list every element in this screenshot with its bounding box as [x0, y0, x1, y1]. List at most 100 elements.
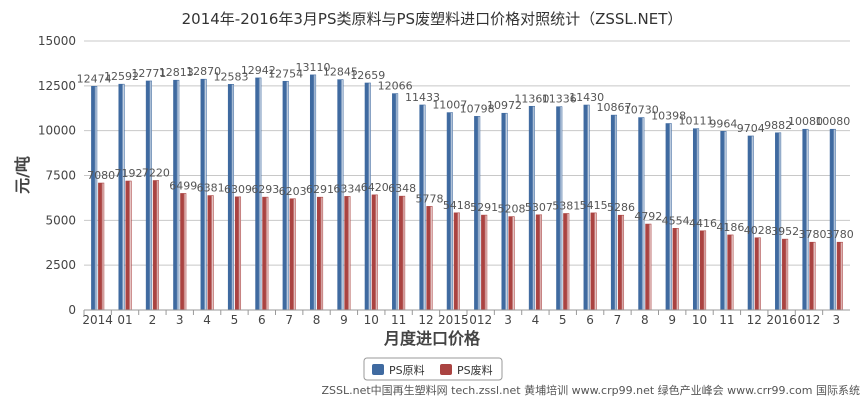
- data-label-ps-raw: 11360: [514, 92, 549, 105]
- data-label-ps-raw: 10080: [788, 115, 823, 128]
- data-label-ps-raw: 12659: [350, 69, 385, 82]
- data-label-ps-waste: 6420: [361, 181, 389, 194]
- data-label-ps-raw: 10398: [651, 110, 686, 123]
- data-label-ps-waste: 5415: [580, 199, 608, 212]
- x-tick-label: 11: [719, 313, 734, 327]
- data-label-ps-raw: 10972: [487, 99, 522, 112]
- x-tick-label: 6: [586, 313, 594, 327]
- data-label-ps-waste: 4028: [744, 224, 772, 237]
- data-label-ps-raw: 12754: [268, 67, 303, 80]
- data-label-ps-waste: 5418: [443, 199, 471, 212]
- legend-label-ps-waste: PS废料: [457, 363, 493, 377]
- bar-ps-raw: [118, 83, 125, 311]
- x-axis-ticks: 2014 01 2 3 4 5 6 7 8 9 10 11 12 2015 012 3 4 5 6 7 8 9 10 11 12…: [82, 310, 840, 327]
- legend: PS原料 PS废料: [363, 357, 503, 381]
- bar-ps-raw: [200, 78, 207, 311]
- x-tick-label: 3: [504, 313, 512, 327]
- data-label-ps-raw: 9704: [737, 122, 765, 135]
- x-tick-label: 11: [391, 313, 406, 327]
- data-label-ps-waste: 5291: [470, 201, 498, 214]
- bar-ps-raw: [145, 80, 152, 311]
- bar-ps-raw: [419, 104, 426, 311]
- y-tick-label: 12500: [38, 79, 76, 93]
- data-label-ps-waste: 5208: [498, 203, 526, 216]
- data-label-ps-waste: 4186: [716, 221, 744, 234]
- bar-ps-raw: [775, 132, 782, 311]
- x-tick-label: 4: [532, 313, 540, 327]
- data-label-ps-raw: 9882: [764, 119, 792, 132]
- bar-ps-waste: [754, 237, 761, 311]
- data-label-ps-raw: 10867: [596, 101, 631, 114]
- x-tick-label: 12: [418, 313, 433, 327]
- bar-ps-waste: [125, 180, 132, 311]
- data-label-ps-waste: 6291: [306, 183, 334, 196]
- data-label-ps-waste: 3780: [826, 228, 854, 241]
- bar-ps-waste: [481, 214, 488, 311]
- x-tick-label: 7: [614, 313, 622, 327]
- x-tick-label: 3: [176, 313, 184, 327]
- bar-ps-raw: [227, 84, 235, 311]
- x-tick-label: 012: [469, 313, 492, 327]
- data-label-ps-waste: 4554: [662, 214, 690, 227]
- data-label-ps-raw: 12583: [213, 70, 248, 83]
- data-label-ps-waste: 6381: [197, 182, 225, 195]
- x-tick-label: 6: [258, 313, 266, 327]
- bar-ps-waste: [727, 234, 734, 311]
- bar-ps-waste: [617, 214, 625, 311]
- y-tick-label: 7500: [45, 169, 76, 183]
- bar-ps-waste: [262, 196, 269, 311]
- bar-ps-waste: [563, 213, 570, 311]
- data-label-ps-raw: 9964: [709, 117, 737, 130]
- x-tick-label: 2016: [766, 313, 797, 327]
- data-label-ps-waste: 6203: [279, 185, 307, 198]
- data-label-ps-raw: 10730: [624, 104, 659, 117]
- data-label-ps-waste: 5381: [552, 200, 580, 213]
- bar-ps-waste: [426, 206, 433, 311]
- bar-ps-waste: [180, 193, 187, 311]
- data-label-ps-raw: 10798: [460, 102, 495, 115]
- bar-ps-waste: [344, 196, 351, 311]
- x-tick-label: 2015: [438, 313, 469, 327]
- x-tick-label: 3: [833, 313, 841, 327]
- legend-label-ps-raw: PS原料: [389, 363, 425, 377]
- data-label-ps-waste: 5778: [415, 192, 443, 205]
- bar-ps-waste: [699, 230, 707, 311]
- legend-box: [363, 357, 503, 381]
- data-label-ps-raw: 12845: [323, 66, 358, 79]
- bar-ps-waste: [535, 214, 542, 311]
- data-label-ps-waste: 7192: [115, 167, 143, 180]
- x-tick-label: 012: [798, 313, 821, 327]
- data-label-ps-waste: 5286: [607, 201, 635, 214]
- data-label-ps-raw: 11430: [569, 91, 604, 104]
- data-label-ps-raw: 10080: [815, 115, 850, 128]
- bar-ps-waste: [672, 228, 679, 311]
- data-label-ps-raw: 12870: [186, 65, 221, 78]
- x-tick-label: 5: [231, 313, 239, 327]
- x-tick-label: 2: [149, 313, 157, 327]
- x-tick-label: 12: [747, 313, 762, 327]
- data-label-ps-waste: 6348: [388, 182, 416, 195]
- data-label-ps-waste: 7220: [142, 167, 170, 180]
- bars: [91, 74, 843, 311]
- data-label-ps-waste: 6499: [169, 179, 197, 192]
- data-label-ps-waste: 3952: [771, 225, 799, 238]
- data-labels: 12474 7080 12592 7192 12771 7220 12813 6499 1287…: [77, 61, 854, 241]
- data-label-ps-raw: 12813: [159, 66, 194, 79]
- data-label-ps-waste: 6334: [333, 182, 361, 195]
- data-label-ps-waste: 4792: [634, 210, 662, 223]
- bar-ps-waste: [809, 241, 816, 311]
- bar-ps-raw: [173, 79, 180, 311]
- data-label-ps-raw: 12592: [104, 70, 139, 83]
- data-label-ps-raw: 12771: [131, 67, 166, 80]
- bar-ps-waste: [836, 241, 843, 311]
- bar-ps-waste: [289, 198, 296, 311]
- y-tick-label: 10000: [38, 124, 76, 138]
- data-label-ps-raw: 11007: [432, 99, 467, 112]
- legend-swatch-ps-waste: [440, 364, 452, 375]
- bar-ps-raw: [392, 93, 399, 311]
- bar-ps-waste: [399, 195, 406, 311]
- bar-ps-raw: [802, 128, 809, 311]
- bar-ps-waste: [98, 182, 105, 311]
